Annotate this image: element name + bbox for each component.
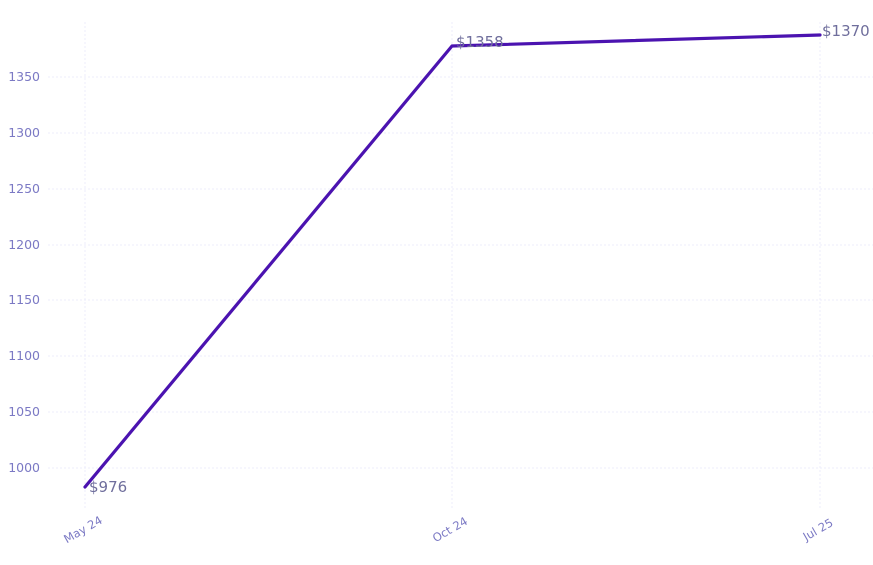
vertical-gridlines [84,22,821,510]
data-point-label: $1358 [456,33,504,51]
y-axis-tick-label: 1150 [8,292,40,307]
y-axis-tick-label: 1350 [8,69,40,84]
y-axis-tick-label: 1050 [8,404,40,419]
series-line [83,33,822,489]
x-axis-tick-label: Oct 24 [430,514,470,545]
y-axis-tick-labels: 1000 1050 1100 1150 1200 1250 1300 1350 [8,69,40,475]
data-point-label: $976 [89,478,127,496]
horizontal-gridlines [48,76,873,469]
x-axis-tick-labels: May 24 Oct 24 Jul 25 [61,513,835,546]
data-point-labels: $976 $1358 $1370 [89,22,870,496]
y-axis-tick-label: 1200 [8,237,40,252]
x-axis-tick-label: Jul 25 [800,515,836,544]
data-point-label: $1370 [822,22,870,40]
y-axis-tick-label: 1000 [8,460,40,475]
series-group [83,33,822,489]
y-axis-tick-label: 1100 [8,348,40,363]
x-axis-tick-label: May 24 [61,513,104,546]
y-axis-tick-label: 1250 [8,181,40,196]
y-axis-tick-label: 1300 [8,125,40,140]
